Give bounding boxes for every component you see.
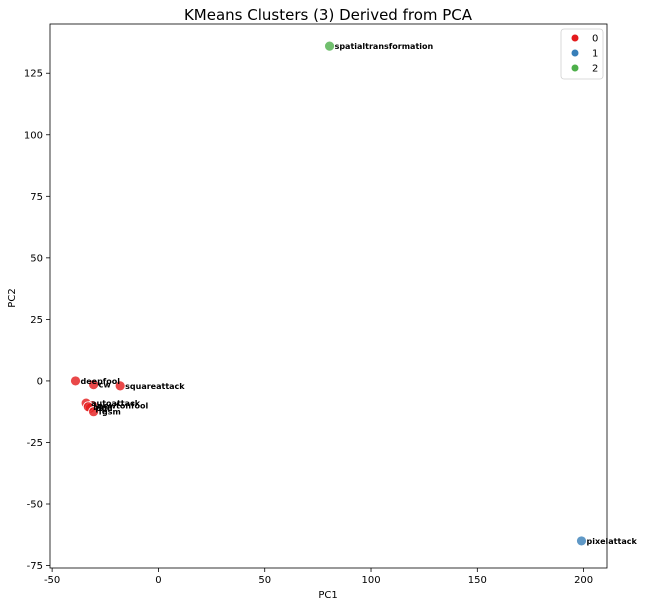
plot-area <box>49 23 608 569</box>
legend-box <box>560 28 604 80</box>
x-tick-label: 50 <box>258 575 271 586</box>
point-label: newtonfool <box>98 402 149 411</box>
scatter-point <box>70 375 81 387</box>
y-tick-label: 0 <box>37 376 43 387</box>
legend-marker <box>571 34 579 42</box>
scatter-point <box>88 379 99 391</box>
y-axis-label: PC2 <box>7 288 18 307</box>
y-tick-label: 125 <box>24 69 43 80</box>
y-tick-label: 100 <box>24 130 43 141</box>
y-tick-label: -25 <box>27 438 43 449</box>
y-tick-label: 25 <box>30 315 43 326</box>
x-axis-label: PC1 <box>318 590 337 601</box>
legend-label: 1 <box>592 49 598 60</box>
point-label: pixelattack <box>586 537 637 546</box>
point-label: bim <box>93 403 110 412</box>
point-label: autoattack <box>91 399 141 408</box>
scatter-point <box>114 380 126 392</box>
point-label: pgd <box>95 404 112 413</box>
chart-title: KMeans Clusters (3) Derived from PCA <box>184 6 473 24</box>
y-axis-ticks: -75 -50 -25 0 25 50 75 100 125 <box>24 69 50 572</box>
x-tick-label: -50 <box>44 575 60 586</box>
y-tick-label: -75 <box>27 561 43 572</box>
y-tick-label: -50 <box>27 500 43 511</box>
legend: 0 1 2 <box>560 28 604 80</box>
scatter-point <box>88 406 99 418</box>
y-tick-label: 50 <box>30 253 43 264</box>
x-tick-label: 200 <box>574 575 593 586</box>
point-label: spatialtransformation <box>335 42 434 51</box>
y-tick-label: 75 <box>30 192 43 203</box>
x-tick-label: 150 <box>468 575 487 586</box>
point-label: cw <box>99 381 112 390</box>
legend-label: 2 <box>592 64 598 75</box>
point-label: squareattack <box>125 382 185 391</box>
data-points <box>70 40 587 547</box>
point-label: deepfool <box>81 377 121 386</box>
x-tick-label: 0 <box>155 575 161 586</box>
point-label: fgsm <box>99 408 121 417</box>
legend-marker <box>571 49 579 57</box>
scatter-point <box>576 535 587 547</box>
scatter-point <box>324 40 335 52</box>
legend-marker <box>571 64 579 72</box>
x-axis-ticks: -50 0 50 100 150 200 <box>44 568 593 586</box>
x-tick-label: 100 <box>361 575 380 586</box>
legend-label: 0 <box>592 34 598 45</box>
